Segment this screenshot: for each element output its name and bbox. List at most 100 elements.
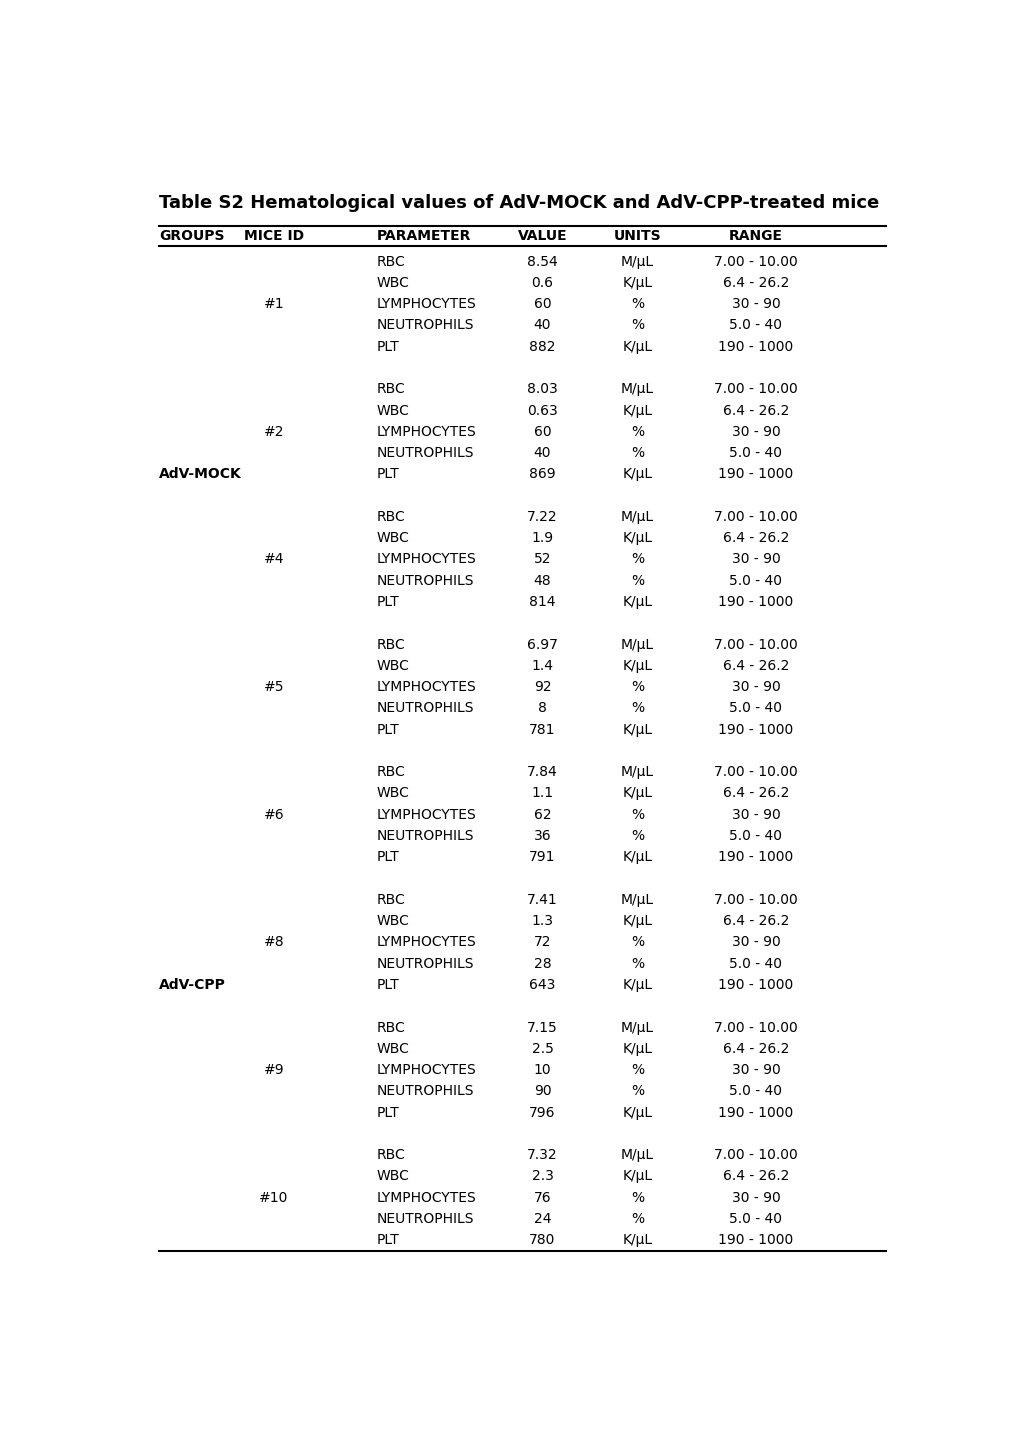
Text: 6.4 - 26.2: 6.4 - 26.2	[722, 659, 789, 672]
Text: 7.00 - 10.00: 7.00 - 10.00	[713, 765, 797, 779]
Text: 76: 76	[533, 1190, 551, 1205]
Text: 6.4 - 26.2: 6.4 - 26.2	[722, 915, 789, 928]
Text: M/μL: M/μL	[621, 893, 653, 906]
Text: %: %	[630, 680, 643, 694]
Text: 8.03: 8.03	[527, 382, 557, 397]
Text: 30 - 90: 30 - 90	[731, 553, 780, 567]
Text: PLT: PLT	[376, 595, 398, 609]
Text: 5.0 - 40: 5.0 - 40	[729, 574, 782, 587]
Text: #6: #6	[263, 808, 283, 821]
Text: K/μL: K/μL	[622, 1042, 652, 1056]
Text: 90: 90	[533, 1084, 551, 1098]
Text: WBC: WBC	[376, 531, 409, 545]
Text: %: %	[630, 1063, 643, 1076]
Text: %: %	[630, 297, 643, 312]
Text: 869: 869	[529, 468, 555, 482]
Text: AdV-MOCK: AdV-MOCK	[159, 468, 242, 482]
Text: 62: 62	[533, 808, 551, 821]
Text: 6.4 - 26.2: 6.4 - 26.2	[722, 1042, 789, 1056]
Text: NEUTROPHILS: NEUTROPHILS	[376, 446, 474, 460]
Text: %: %	[630, 553, 643, 567]
Text: 52: 52	[533, 553, 550, 567]
Text: 30 - 90: 30 - 90	[731, 297, 780, 312]
Text: 190 - 1000: 190 - 1000	[717, 1105, 793, 1120]
Text: Table S2 Hematological values of AdV-MOCK and AdV-CPP-treated mice: Table S2 Hematological values of AdV-MOC…	[159, 193, 878, 212]
Text: 5.0 - 40: 5.0 - 40	[729, 319, 782, 332]
Text: LYMPHOCYTES: LYMPHOCYTES	[376, 424, 476, 439]
Text: #4: #4	[263, 553, 283, 567]
Text: M/μL: M/μL	[621, 638, 653, 652]
Text: UNITS: UNITS	[613, 229, 660, 244]
Text: %: %	[630, 808, 643, 821]
Text: 7.00 - 10.00: 7.00 - 10.00	[713, 1020, 797, 1035]
Text: PLT: PLT	[376, 978, 398, 991]
Text: %: %	[630, 1212, 643, 1227]
Text: 6.4 - 26.2: 6.4 - 26.2	[722, 786, 789, 801]
Text: 40: 40	[533, 319, 550, 332]
Text: LYMPHOCYTES: LYMPHOCYTES	[376, 680, 476, 694]
Text: LYMPHOCYTES: LYMPHOCYTES	[376, 1190, 476, 1205]
Text: 24: 24	[533, 1212, 550, 1227]
Text: 30 - 90: 30 - 90	[731, 1063, 780, 1076]
Text: 190 - 1000: 190 - 1000	[717, 850, 793, 864]
Text: #8: #8	[263, 935, 283, 949]
Text: M/μL: M/μL	[621, 382, 653, 397]
Text: 7.32: 7.32	[527, 1149, 557, 1162]
Text: 7.00 - 10.00: 7.00 - 10.00	[713, 638, 797, 652]
Text: LYMPHOCYTES: LYMPHOCYTES	[376, 808, 476, 821]
Text: K/μL: K/μL	[622, 276, 652, 290]
Text: 8: 8	[538, 701, 546, 716]
Text: 7.00 - 10.00: 7.00 - 10.00	[713, 893, 797, 906]
Text: GROUPS: GROUPS	[159, 229, 224, 244]
Text: K/μL: K/μL	[622, 850, 652, 864]
Text: WBC: WBC	[376, 1169, 409, 1183]
Text: NEUTROPHILS: NEUTROPHILS	[376, 830, 474, 843]
Text: 5.0 - 40: 5.0 - 40	[729, 957, 782, 971]
Text: 0.6: 0.6	[531, 276, 553, 290]
Text: PLT: PLT	[376, 468, 398, 482]
Text: 5.0 - 40: 5.0 - 40	[729, 1212, 782, 1227]
Text: 6.4 - 26.2: 6.4 - 26.2	[722, 531, 789, 545]
Text: %: %	[630, 957, 643, 971]
Text: 30 - 90: 30 - 90	[731, 424, 780, 439]
Text: 190 - 1000: 190 - 1000	[717, 339, 793, 354]
Text: RBC: RBC	[376, 1020, 405, 1035]
Text: 1.9: 1.9	[531, 531, 553, 545]
Text: 7.00 - 10.00: 7.00 - 10.00	[713, 254, 797, 268]
Text: M/μL: M/μL	[621, 509, 653, 524]
Text: 7.00 - 10.00: 7.00 - 10.00	[713, 1149, 797, 1162]
Text: 643: 643	[529, 978, 555, 991]
Text: M/μL: M/μL	[621, 765, 653, 779]
Text: 7.00 - 10.00: 7.00 - 10.00	[713, 382, 797, 397]
Text: 28: 28	[533, 957, 551, 971]
Text: K/μL: K/μL	[622, 659, 652, 672]
Text: #2: #2	[263, 424, 283, 439]
Text: PLT: PLT	[376, 850, 398, 864]
Text: %: %	[630, 424, 643, 439]
Text: 5.0 - 40: 5.0 - 40	[729, 1084, 782, 1098]
Text: 5.0 - 40: 5.0 - 40	[729, 701, 782, 716]
Text: %: %	[630, 1084, 643, 1098]
Text: K/μL: K/μL	[622, 468, 652, 482]
Text: K/μL: K/μL	[622, 915, 652, 928]
Text: LYMPHOCYTES: LYMPHOCYTES	[376, 1063, 476, 1076]
Text: 6.97: 6.97	[527, 638, 557, 652]
Text: 796: 796	[529, 1105, 555, 1120]
Text: 7.22: 7.22	[527, 509, 557, 524]
Text: K/μL: K/μL	[622, 595, 652, 609]
Text: %: %	[630, 701, 643, 716]
Text: RANGE: RANGE	[729, 229, 783, 244]
Text: %: %	[630, 1190, 643, 1205]
Text: 882: 882	[529, 339, 555, 354]
Text: 791: 791	[529, 850, 555, 864]
Text: 6.4 - 26.2: 6.4 - 26.2	[722, 1169, 789, 1183]
Text: 10: 10	[533, 1063, 551, 1076]
Text: AdV-CPP: AdV-CPP	[159, 978, 226, 991]
Text: 5.0 - 40: 5.0 - 40	[729, 446, 782, 460]
Text: 190 - 1000: 190 - 1000	[717, 595, 793, 609]
Text: 8.54: 8.54	[527, 254, 557, 268]
Text: 7.84: 7.84	[527, 765, 557, 779]
Text: 190 - 1000: 190 - 1000	[717, 1234, 793, 1247]
Text: M/μL: M/μL	[621, 254, 653, 268]
Text: #9: #9	[263, 1063, 283, 1076]
